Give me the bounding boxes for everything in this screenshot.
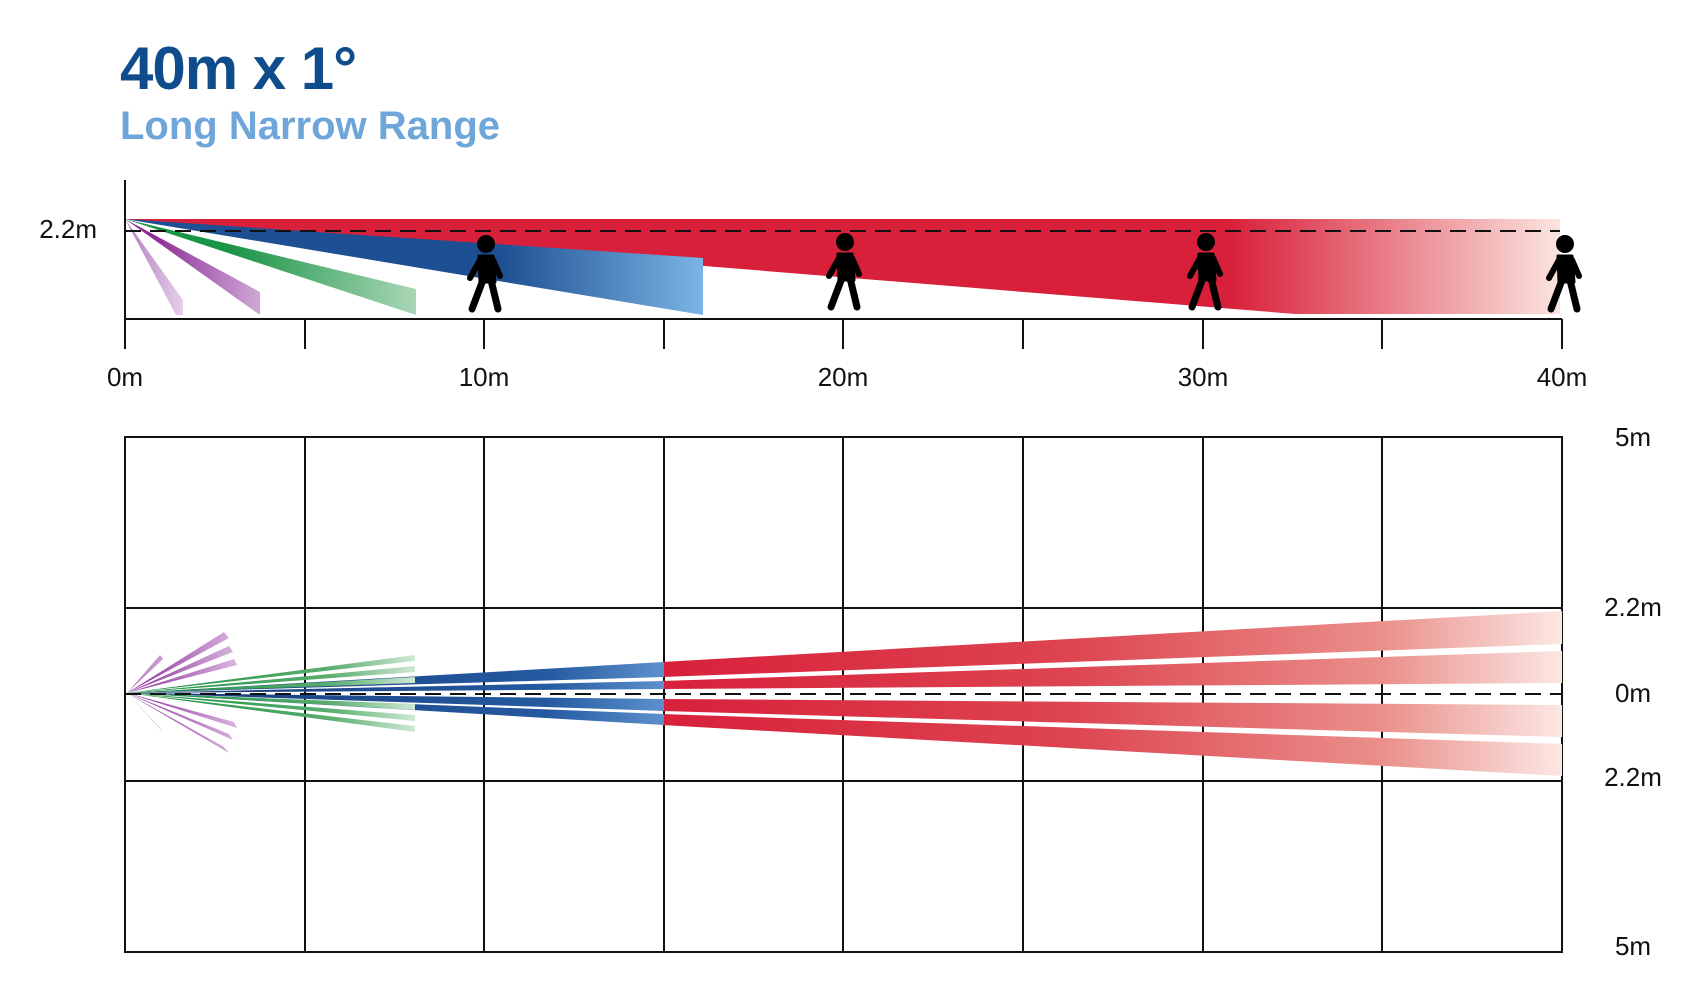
- person-icon: [1187, 233, 1223, 311]
- width-label-top-inner: 2.2m: [1604, 592, 1662, 622]
- width-label-center: 0m: [1615, 678, 1651, 708]
- page-subtitle: Long Narrow Range: [120, 104, 501, 148]
- width-label-top-outer: 5m: [1615, 422, 1651, 452]
- distance-label-40m: 40m: [1537, 362, 1588, 392]
- side-axis-ticks: [124, 319, 1563, 349]
- top-view: 5m 2.2m 0m 2.2m 5m: [124, 422, 1662, 961]
- person-icon: [826, 233, 862, 311]
- person-icon: [467, 235, 503, 313]
- side-zone-purple: [125, 219, 260, 315]
- top-zone-green: [127, 655, 415, 732]
- side-zone-blue: [125, 219, 703, 315]
- mount-height-label: 2.2m: [39, 214, 97, 244]
- distance-label-20m: 20m: [818, 362, 869, 392]
- side-zone-purple-light: [125, 219, 183, 315]
- distance-label-0m: 0m: [107, 362, 143, 392]
- distance-label-30m: 30m: [1178, 362, 1229, 392]
- top-zone-blue: [127, 662, 664, 725]
- width-label-bottom-inner: 2.2m: [1604, 762, 1662, 792]
- page-title: 40m x 1°: [120, 35, 357, 102]
- person-icon: [1546, 235, 1582, 313]
- top-zone-purple: [127, 632, 237, 753]
- side-zone-green: [125, 219, 416, 315]
- distance-label-10m: 10m: [459, 362, 510, 392]
- top-zone-red: [662, 611, 1562, 776]
- side-view: 2.2m 0m 10m 20m 30m 40m: [39, 180, 1587, 392]
- width-label-bottom-outer: 5m: [1615, 931, 1651, 961]
